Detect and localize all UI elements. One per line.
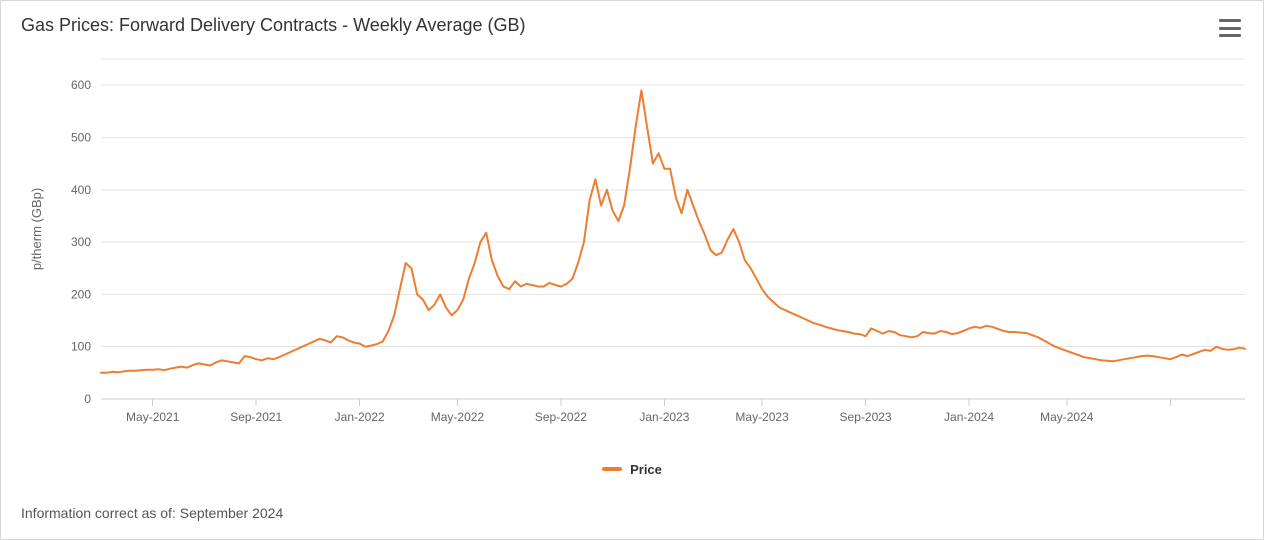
legend[interactable]: Price (1, 457, 1263, 481)
svg-text:0: 0 (84, 392, 91, 406)
svg-text:May-2022: May-2022 (431, 410, 485, 424)
chart-menu-button[interactable] (1219, 19, 1241, 37)
chart-title: Gas Prices: Forward Delivery Contracts -… (21, 15, 1203, 36)
legend-swatch-icon (602, 467, 622, 471)
svg-text:Sep-2022: Sep-2022 (535, 410, 587, 424)
chart-svg: 0 100 200 300 400 500 600 May-2021 Sep-2021 Jan-2… (1, 49, 1264, 459)
svg-text:May-2024: May-2024 (1040, 410, 1094, 424)
svg-text:May-2021: May-2021 (126, 410, 180, 424)
footer-note: Information correct as of: September 202… (21, 505, 283, 521)
svg-text:Jan-2022: Jan-2022 (335, 410, 385, 424)
svg-text:100: 100 (71, 340, 91, 354)
series-line-price[interactable] (101, 90, 1245, 372)
svg-text:p/therm (GBp): p/therm (GBp) (29, 188, 44, 270)
svg-text:Sep-2021: Sep-2021 (230, 410, 282, 424)
svg-text:Sep-2023: Sep-2023 (840, 410, 892, 424)
svg-text:400: 400 (71, 183, 91, 197)
svg-text:600: 600 (71, 78, 91, 92)
svg-text:200: 200 (71, 287, 91, 301)
svg-text:500: 500 (71, 130, 91, 144)
svg-text:Jan-2023: Jan-2023 (639, 410, 689, 424)
svg-text:Jan-2024: Jan-2024 (944, 410, 994, 424)
legend-label: Price (630, 462, 662, 477)
svg-text:May-2023: May-2023 (735, 410, 789, 424)
plot-area: 0 100 200 300 400 500 600 May-2021 Sep-2021 Jan-2… (1, 49, 1263, 481)
svg-text:300: 300 (71, 235, 91, 249)
chart-container: Gas Prices: Forward Delivery Contracts -… (0, 0, 1264, 540)
hamburger-icon (1219, 19, 1241, 22)
